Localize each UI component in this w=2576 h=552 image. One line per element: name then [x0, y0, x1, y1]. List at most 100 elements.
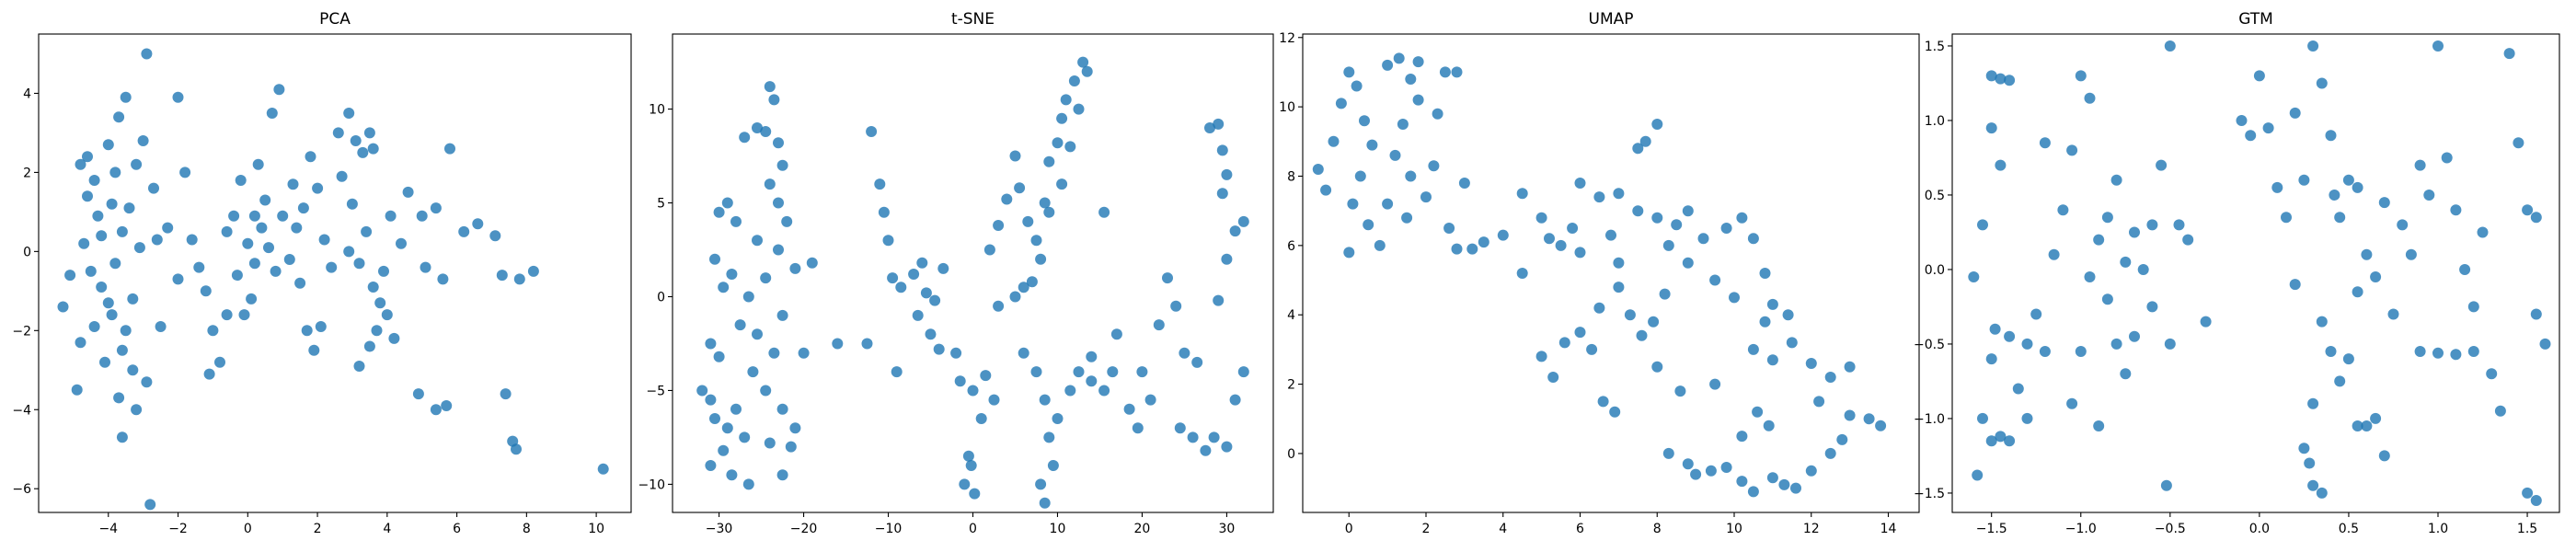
- point-gtm-58: [2316, 77, 2328, 89]
- point-pca-57: [277, 210, 289, 222]
- point-pca-55: [266, 108, 278, 119]
- point-umap-46: [1736, 212, 1748, 224]
- point-tsne-123: [1213, 294, 1225, 306]
- point-gtm-85: [2441, 152, 2453, 164]
- point-gtm-44: [2101, 212, 2113, 224]
- point-pca-7: [92, 210, 104, 222]
- point-umap-16: [1412, 94, 1424, 106]
- point-tsne-11: [721, 422, 733, 434]
- point-tsne-93: [1009, 291, 1021, 303]
- x-tick-label-gtm-3: 0.0: [2249, 522, 2270, 536]
- point-tsne-9: [705, 394, 717, 406]
- point-pca-8: [78, 237, 90, 249]
- point-gtm-6: [1995, 159, 2007, 171]
- chart-title-pca: PCA: [319, 10, 351, 29]
- point-umap-12: [1343, 247, 1355, 259]
- point-pca-68: [332, 127, 344, 139]
- point-pca-5: [120, 91, 132, 103]
- point-pca-49: [238, 309, 250, 321]
- point-tsne-98: [1047, 460, 1059, 471]
- point-pca-86: [416, 210, 428, 222]
- point-tsne-36: [768, 347, 780, 359]
- point-umap-65: [1651, 361, 1663, 373]
- point-pca-120: [151, 234, 163, 246]
- point-tsne-121: [1229, 394, 1241, 406]
- point-umap-61: [1624, 309, 1636, 321]
- x-tick-label-gtm-1: −1.0: [2065, 522, 2097, 536]
- point-umap-88: [1824, 372, 1836, 383]
- point-pca-83: [388, 332, 400, 344]
- point-gtm-106: [2477, 226, 2489, 238]
- point-tsne-95: [1030, 366, 1042, 378]
- point-gtm-51: [2253, 70, 2265, 82]
- point-gtm-49: [2236, 115, 2248, 126]
- y-tick-label-tsne-4: 10: [649, 103, 665, 118]
- point-pca-46: [242, 237, 254, 249]
- point-gtm-93: [2486, 368, 2498, 380]
- point-tsne-37: [760, 385, 772, 397]
- point-umap-85: [1766, 354, 1778, 366]
- point-umap-26: [1401, 212, 1413, 224]
- point-gtm-21: [2084, 92, 2096, 104]
- point-gtm-96: [2513, 137, 2524, 149]
- point-pca-52: [270, 265, 282, 277]
- point-tsne-90: [1035, 253, 1047, 265]
- panel-pca: PCA −4 −2 0 2 4 6 8 10 −6 −4 −2 0 2 4: [12, 10, 632, 536]
- point-gtm-97: [2522, 204, 2534, 216]
- x-tick-label-gtm-4: 0.5: [2339, 522, 2359, 536]
- x-tick-label-gtm-5: 1.0: [2428, 522, 2448, 536]
- point-umap-19: [1405, 170, 1417, 182]
- point-pca-41: [207, 325, 219, 337]
- x-tick-label-gtm-2: −0.5: [2155, 522, 2186, 536]
- point-umap-87: [1805, 358, 1817, 369]
- point-pca-67: [308, 344, 320, 356]
- point-gtm-5: [1985, 122, 1997, 134]
- x-tick-label-tsne-5: 20: [1134, 522, 1151, 536]
- point-tsne-113: [1162, 272, 1173, 284]
- point-pca-75: [361, 225, 373, 237]
- point-pca-11: [109, 258, 121, 270]
- point-umap-21: [1428, 160, 1440, 172]
- point-tsne-15: [705, 460, 717, 471]
- point-pca-24: [116, 344, 128, 356]
- point-gtm-61: [2334, 212, 2346, 224]
- x-tick-label-pca-6: 8: [523, 522, 531, 536]
- point-pca-95: [527, 265, 539, 277]
- y-tick-label-umap-0: 0: [1287, 447, 1295, 462]
- x-tick-label-umap-2: 4: [1499, 522, 1507, 536]
- point-gtm-43: [2120, 256, 2132, 268]
- x-tick-label-tsne-4: 10: [1050, 522, 1066, 536]
- y-tick-label-gtm-3: 0.0: [1925, 263, 1945, 278]
- point-pca-37: [179, 167, 191, 178]
- point-umap-76: [1778, 478, 1790, 490]
- point-pca-29: [141, 376, 153, 388]
- point-tsne-16: [726, 469, 738, 481]
- x-tick-label-tsne-6: 30: [1219, 522, 1236, 536]
- point-pca-72: [363, 127, 375, 139]
- point-gtm-56: [2298, 174, 2310, 186]
- point-pca-61: [305, 151, 316, 163]
- point-tsne-109: [1123, 403, 1135, 415]
- panel-tsne: t-SNE −30 −20 −10 0 10 20 30 −10 −5 0 5 10: [638, 10, 1274, 536]
- point-pca-47: [248, 258, 260, 270]
- point-umap-67: [1662, 447, 1674, 459]
- point-pca-94: [513, 273, 525, 285]
- point-umap-60: [1613, 282, 1625, 293]
- point-gtm-33: [2160, 479, 2172, 491]
- point-gtm-32: [2164, 338, 2176, 350]
- point-tsne-10: [709, 413, 720, 424]
- point-umap-34: [1544, 233, 1555, 245]
- point-umap-41: [1651, 212, 1663, 224]
- point-pca-53: [259, 194, 271, 206]
- point-umap-92: [1759, 316, 1771, 328]
- point-pca-54: [252, 158, 264, 170]
- point-umap-24: [1432, 108, 1443, 120]
- point-gtm-64: [2361, 248, 2373, 260]
- point-gtm-66: [2316, 316, 2328, 328]
- point-tsne-118: [1200, 444, 1212, 456]
- point-gtm-36: [2066, 397, 2078, 409]
- point-tsne-82: [1060, 94, 1072, 106]
- x-tick-label-pca-4: 4: [383, 522, 391, 536]
- point-tsne-33: [752, 235, 763, 247]
- point-tsne-63: [967, 385, 979, 397]
